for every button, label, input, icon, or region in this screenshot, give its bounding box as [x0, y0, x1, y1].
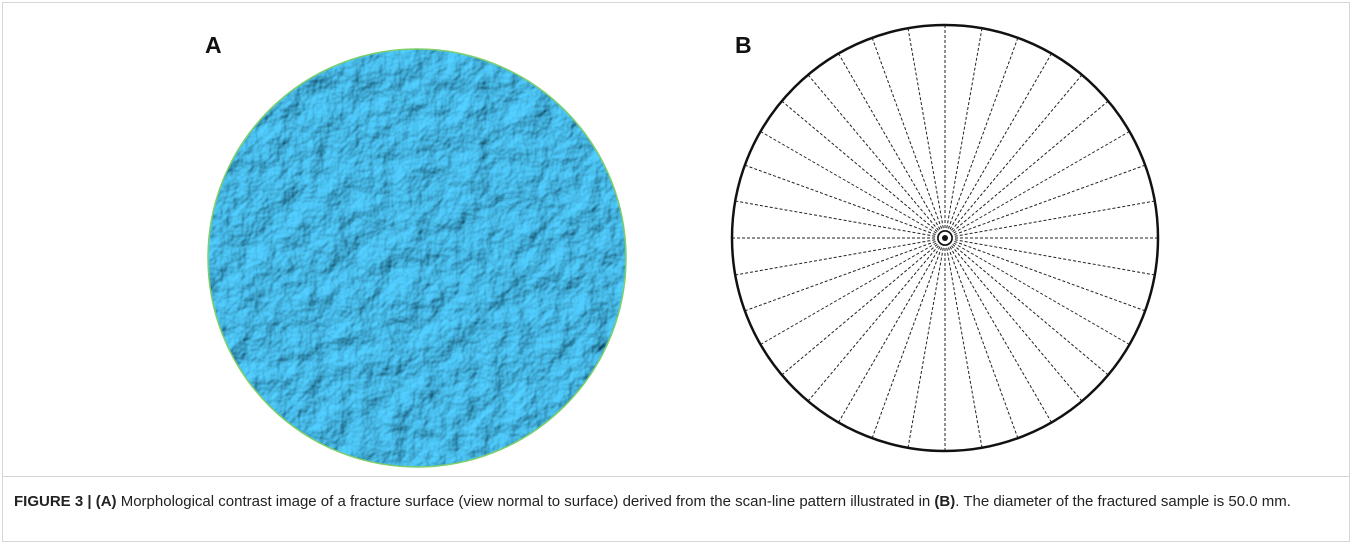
figure: A B — [0, 0, 1354, 476]
panel-label: A — [205, 32, 222, 58]
scan-line — [945, 238, 1129, 344]
page: A B FIGURE 3 | (A) Morphological contras… — [0, 0, 1354, 546]
scan-line — [945, 54, 1051, 238]
separator — [2, 476, 1350, 477]
fracture-texture — [208, 49, 626, 467]
scan-line — [761, 132, 945, 238]
panel-label: B — [735, 32, 752, 58]
center-dot — [942, 235, 948, 241]
caption-text: . The diameter of the fractured sample i… — [955, 493, 1291, 510]
scan-line — [839, 54, 945, 238]
scan-line — [761, 238, 945, 344]
caption-label: FIGURE 3 | (A) — [14, 493, 117, 510]
caption: FIGURE 3 | (A) Morphological contrast im… — [14, 490, 1334, 514]
caption-text: Morphological contrast image of a fractu… — [117, 493, 935, 510]
caption-ref: (B) — [934, 493, 955, 510]
scan-line — [839, 238, 945, 422]
scan-line — [945, 132, 1129, 238]
scan-line — [945, 238, 1051, 422]
